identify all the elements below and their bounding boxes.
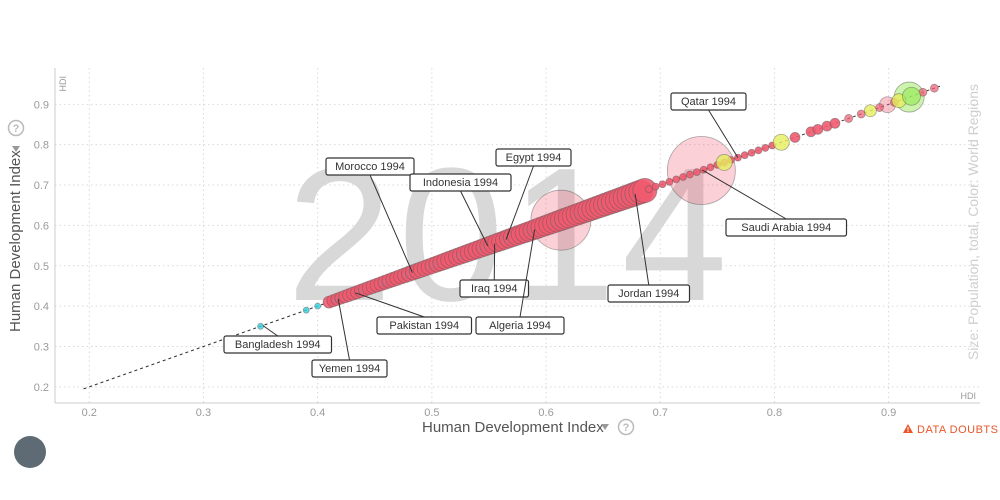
annotation-label[interactable]: Saudi Arabia 1994	[725, 218, 848, 237]
bubble	[863, 104, 877, 118]
bubble	[747, 148, 756, 157]
size-color-label: Size: Population, total, Color: World Re…	[965, 84, 981, 360]
svg-text:Algeria 1994: Algeria 1994	[489, 320, 551, 332]
bubble	[644, 185, 653, 193]
svg-text:?: ?	[623, 422, 630, 434]
y-tick-label: 0.3	[34, 341, 49, 353]
bubble	[715, 154, 733, 171]
bubble	[829, 117, 841, 129]
bubble	[314, 302, 322, 310]
svg-text:!: !	[907, 427, 909, 434]
svg-text:Jordan 1994: Jordan 1994	[618, 288, 679, 300]
bubble	[632, 178, 658, 203]
svg-text:Pakistan 1994: Pakistan 1994	[389, 320, 459, 332]
svg-text:Bangladesh 1994: Bangladesh 1994	[235, 339, 321, 351]
annotation-label[interactable]: Algeria 1994	[475, 316, 565, 335]
svg-text:Morocco 1994: Morocco 1994	[335, 161, 405, 173]
bubble	[679, 173, 687, 181]
x-tick-label: 0.2	[82, 407, 97, 419]
y-tick-label: 0.8	[34, 140, 49, 152]
x-axis-title[interactable]: Human Development Index	[422, 419, 604, 436]
bubble	[257, 322, 264, 330]
svg-text:Saudi Arabia 1994: Saudi Arabia 1994	[741, 222, 831, 234]
bubble	[789, 132, 801, 143]
annotation-label[interactable]: Indonesia 1994	[409, 173, 512, 192]
play-button[interactable]	[14, 436, 46, 468]
bubble	[302, 306, 310, 314]
svg-text:Indonesia 1994: Indonesia 1994	[423, 177, 498, 189]
annotation-label[interactable]: Egypt 1994	[495, 148, 572, 167]
svg-text:Egypt 1994: Egypt 1994	[506, 152, 562, 164]
bubbles	[257, 81, 939, 330]
x-axis-dropdown-caret-icon[interactable]	[601, 424, 609, 430]
x-tick-label: 0.9	[881, 407, 896, 419]
svg-text:Yemen 1994: Yemen 1994	[319, 363, 380, 375]
annotation-label[interactable]: Jordan 1994	[607, 284, 691, 303]
y-tick-label: 0.7	[34, 180, 49, 192]
annotations: Bangladesh 1994 Yemen 1994 Pakistan 1994 Mo…	[223, 92, 848, 378]
bubble	[651, 182, 660, 191]
x-tick-label: 0.4	[310, 407, 325, 419]
x-tick-label: 0.8	[767, 407, 782, 419]
y-tick-label: 0.4	[34, 301, 49, 313]
bubble	[686, 170, 694, 179]
annotation-label[interactable]: Morocco 1994	[325, 157, 415, 176]
annotation-leader	[505, 165, 534, 240]
annotation-leader	[262, 325, 279, 337]
annotation-label[interactable]: Pakistan 1994	[376, 316, 473, 335]
y-tick-label: 0.2	[34, 382, 49, 394]
svg-text:Qatar 1994: Qatar 1994	[681, 96, 736, 108]
warning-icon	[903, 424, 913, 433]
y-tick-label: 0.5	[34, 261, 49, 273]
x-tick-label: 0.5	[424, 407, 439, 419]
bubble	[761, 144, 770, 152]
bubble	[665, 177, 674, 186]
data-doubts-label: DATA DOUBTS	[917, 424, 999, 436]
annotation-leader	[519, 229, 536, 318]
axes: 0.2 0.3 0.4 0.5 0.6 0.7 0.8 0.9 0.2 0.3 0.4 0.5 0.6 0…	[34, 68, 980, 419]
y-axis-short-label: HDI	[58, 76, 68, 92]
annotation-leader	[708, 109, 739, 158]
bubble	[740, 151, 749, 160]
annotation-label[interactable]: Qatar 1994	[670, 92, 747, 111]
annotation-leader	[702, 169, 787, 220]
bubble	[772, 133, 790, 151]
bubble	[902, 86, 921, 106]
annotation-leader	[337, 298, 350, 361]
bubble	[812, 123, 824, 135]
annotation-leader	[369, 174, 413, 273]
annotation-label[interactable]: Bangladesh 1994	[223, 335, 333, 354]
annotation-leader	[634, 193, 650, 286]
x-tick-label: 0.7	[653, 407, 668, 419]
bubble	[672, 175, 681, 184]
y-axis-dropdown-caret-icon[interactable]	[12, 146, 20, 152]
annotation-leader	[460, 190, 489, 247]
bubble	[929, 83, 939, 93]
x-axis-short-label: HDI	[961, 391, 977, 401]
bubble	[658, 180, 667, 189]
x-tick-label: 0.6	[538, 407, 553, 419]
x-axis-help-icon[interactable]: ?	[617, 418, 635, 436]
data-doubts-link[interactable]: ! DATA DOUBTS	[903, 424, 999, 436]
y-tick-label: 0.9	[34, 99, 49, 111]
bubble	[754, 146, 763, 155]
svg-text:Iraq 1994: Iraq 1994	[471, 283, 517, 295]
svg-text:?: ?	[13, 123, 20, 135]
bubble	[844, 114, 854, 123]
y-axis-help-icon[interactable]: ?	[7, 119, 25, 137]
x-tick-label: 0.3	[196, 407, 211, 419]
bubble	[692, 168, 701, 177]
y-tick-label: 0.6	[34, 220, 49, 232]
annotation-label[interactable]: Iraq 1994	[459, 279, 530, 298]
annotation-label[interactable]: Yemen 1994	[311, 359, 388, 378]
y-axis-title[interactable]: Human Development Index	[7, 150, 24, 332]
bubble	[706, 163, 715, 172]
annotation-leader	[355, 292, 425, 318]
